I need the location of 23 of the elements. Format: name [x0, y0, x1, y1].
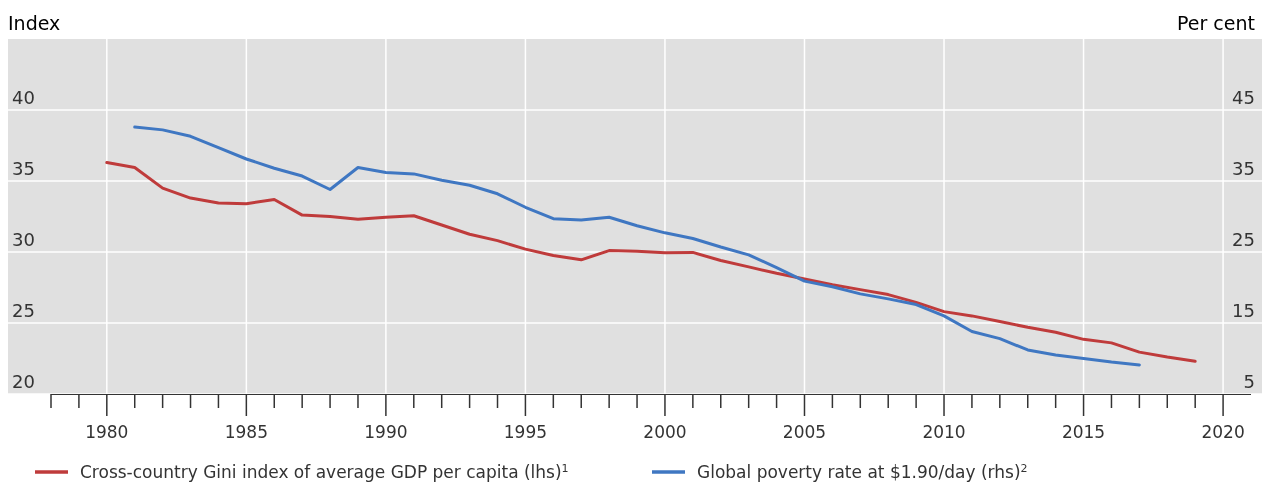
- x-tick-label: 1985: [224, 422, 268, 442]
- y-tick-label: 40: [12, 87, 35, 108]
- x-tick-label: 2005: [782, 422, 827, 442]
- legend-label: Global poverty rate at $1.90/day (rhs)$^{2}$: [697, 461, 1028, 482]
- y-tick-label: 30: [12, 229, 35, 250]
- x-tick-label: 2000: [643, 422, 687, 442]
- legend-label: Cross-country Gini index of average GDP per capita (lhs)$^{1}$: [80, 461, 569, 482]
- x-tick-label: 1995: [503, 422, 548, 442]
- y-tick-label: 35: [12, 158, 35, 179]
- x-tick-label: 1990: [364, 422, 408, 442]
- y2-tick-label: 15: [1232, 300, 1255, 321]
- y2-axis-title: Per cent: [1177, 12, 1255, 34]
- y-tick-label: 20: [12, 371, 35, 392]
- x-tick-label: 2010: [922, 422, 966, 442]
- y2-tick-label: 25: [1232, 229, 1255, 250]
- y2-tick-label: 45: [1232, 87, 1255, 108]
- y2-tick-label: 5: [1243, 371, 1255, 392]
- y-tick-label: 25: [12, 300, 35, 321]
- x-tick-label: 2020: [1201, 422, 1245, 442]
- x-tick-label: 1980: [85, 422, 129, 442]
- y2-tick-label: 35: [1232, 158, 1255, 179]
- y-axis-title: Index: [8, 12, 61, 34]
- x-tick-label: 2015: [1061, 422, 1106, 442]
